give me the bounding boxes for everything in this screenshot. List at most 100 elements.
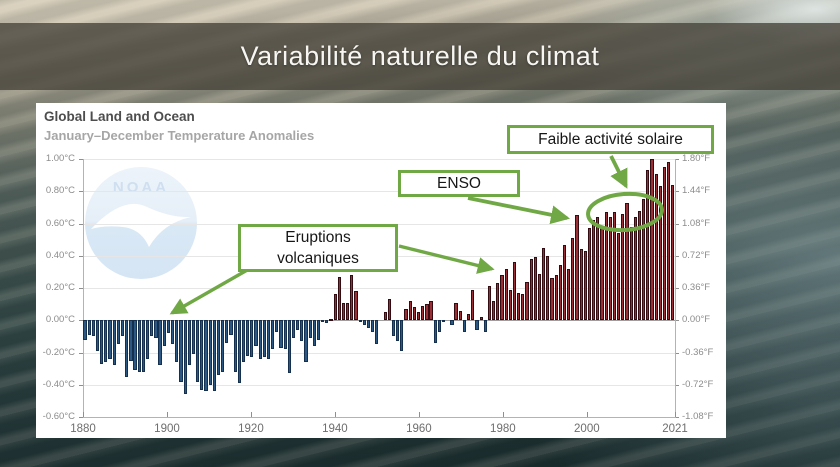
title-band: Variabilité naturelle du climat — [0, 23, 840, 90]
plot-area: 1.00°C 1.80°F 0.80°C 1.44°F 0.60°C 1.08°F 0.40… — [36, 103, 726, 438]
temperature-bar — [187, 320, 191, 366]
temperature-bar — [646, 170, 650, 321]
noaa-seagull-icon — [91, 203, 191, 247]
temperature-bar — [612, 212, 617, 321]
temperature-bar — [354, 291, 358, 321]
temperature-bar — [562, 244, 567, 321]
temperature-bar — [170, 320, 175, 345]
temperature-bar — [475, 320, 479, 330]
temperature-bar — [654, 173, 658, 321]
temperature-bar — [554, 275, 558, 321]
y-axis-line-left — [83, 159, 84, 417]
y-tick-left — [79, 223, 83, 225]
temperature-bar — [212, 320, 216, 392]
x-axis-label: 1980 — [490, 423, 516, 435]
temperature-bar — [450, 320, 454, 326]
temperature-bar — [625, 202, 629, 321]
y-tick-left — [79, 320, 83, 322]
temperature-bar — [125, 320, 129, 377]
temperature-bar — [629, 226, 633, 321]
temperature-bar — [150, 320, 154, 337]
temperature-bar — [241, 320, 246, 363]
temperature-bar — [112, 320, 116, 366]
y-axis-label-fahrenheit: -0.72°F — [682, 378, 714, 390]
temperature-bar — [508, 289, 512, 321]
temperature-bar — [592, 220, 596, 321]
temperature-bar — [542, 247, 546, 321]
temperature-bar — [254, 320, 258, 347]
y-axis-label-celsius: 1.00°C — [45, 153, 75, 164]
temperature-bar — [321, 320, 325, 323]
temperature-bar — [433, 320, 437, 343]
temperature-bar — [492, 300, 496, 321]
temperature-bar — [158, 320, 162, 366]
zero-line — [83, 320, 675, 322]
x-axis-label: 1880 — [70, 423, 96, 435]
y-tick-left — [79, 159, 83, 160]
temperature-bar — [454, 302, 458, 321]
temperature-bar — [91, 320, 95, 337]
temperature-bar — [337, 276, 341, 321]
temperature-bar — [358, 320, 362, 323]
x-tick — [250, 412, 252, 417]
temperature-bar — [391, 320, 396, 337]
temperature-bar — [637, 210, 642, 321]
y-tick-right — [675, 288, 679, 289]
y-tick-right — [675, 352, 679, 354]
temperature-bar — [408, 300, 412, 321]
y-axis-label-celsius: 0.40°C — [45, 249, 75, 261]
temperature-bar — [83, 320, 87, 340]
temperature-bar — [237, 320, 241, 384]
temperature-bar — [191, 320, 196, 355]
x-tick — [418, 412, 420, 417]
temperature-bar — [558, 265, 562, 321]
temperature-bar — [479, 317, 483, 321]
y-tick-right — [675, 417, 679, 418]
x-tick — [675, 412, 676, 417]
temperature-bar — [633, 217, 637, 321]
temperature-bar — [229, 320, 233, 335]
y-tick-left — [79, 255, 83, 257]
temperature-bar — [429, 300, 433, 321]
y-tick-left — [79, 417, 83, 418]
temperature-bar — [100, 320, 104, 364]
temperature-bar — [537, 273, 542, 321]
temperature-bar — [333, 294, 337, 321]
temperature-bar — [145, 320, 150, 359]
temperature-bar — [137, 320, 141, 372]
y-axis-label-celsius: 0.00°C — [45, 314, 75, 326]
y-axis-label-fahrenheit: -0.36°F — [682, 346, 714, 358]
y-tick-right — [675, 223, 679, 225]
temperature-bar — [283, 320, 287, 350]
gridline — [83, 352, 675, 354]
temperature-bar — [487, 286, 492, 321]
annotation-box-volcanic: Eruptions volcaniques — [238, 224, 398, 272]
temperature-bar — [275, 320, 279, 332]
temperature-bar — [279, 320, 283, 348]
y-tick-left — [79, 384, 83, 386]
temperature-bar — [208, 320, 212, 385]
y-axis-label-celsius: 0.60°C — [45, 217, 75, 229]
y-axis-label-celsius: -0.20°C — [42, 346, 75, 358]
y-axis-label-fahrenheit: -1.08°F — [682, 411, 714, 422]
temperature-bar — [671, 184, 675, 321]
temperature-bar — [500, 275, 504, 321]
y-axis-label-fahrenheit: 0.36°F — [682, 282, 711, 293]
temperature-bar — [312, 320, 316, 347]
y-axis-label-fahrenheit: 1.80°F — [682, 153, 711, 164]
temperature-bar — [396, 320, 400, 342]
temperature-bar — [200, 320, 204, 390]
y-tick-right — [675, 191, 679, 193]
temperature-bar — [287, 320, 291, 374]
temperature-bar — [104, 320, 108, 363]
temperature-bar — [517, 292, 521, 321]
temperature-bar — [246, 320, 250, 356]
y-axis-label-celsius: 0.80°C — [45, 185, 75, 197]
annotation-box-enso: ENSO — [398, 170, 520, 197]
temperature-bar — [600, 226, 604, 321]
temperature-bar — [225, 320, 229, 343]
temperature-bar — [416, 312, 421, 321]
temperature-bar — [296, 320, 300, 330]
temperature-bar — [262, 320, 266, 358]
temperature-bar — [266, 320, 271, 359]
